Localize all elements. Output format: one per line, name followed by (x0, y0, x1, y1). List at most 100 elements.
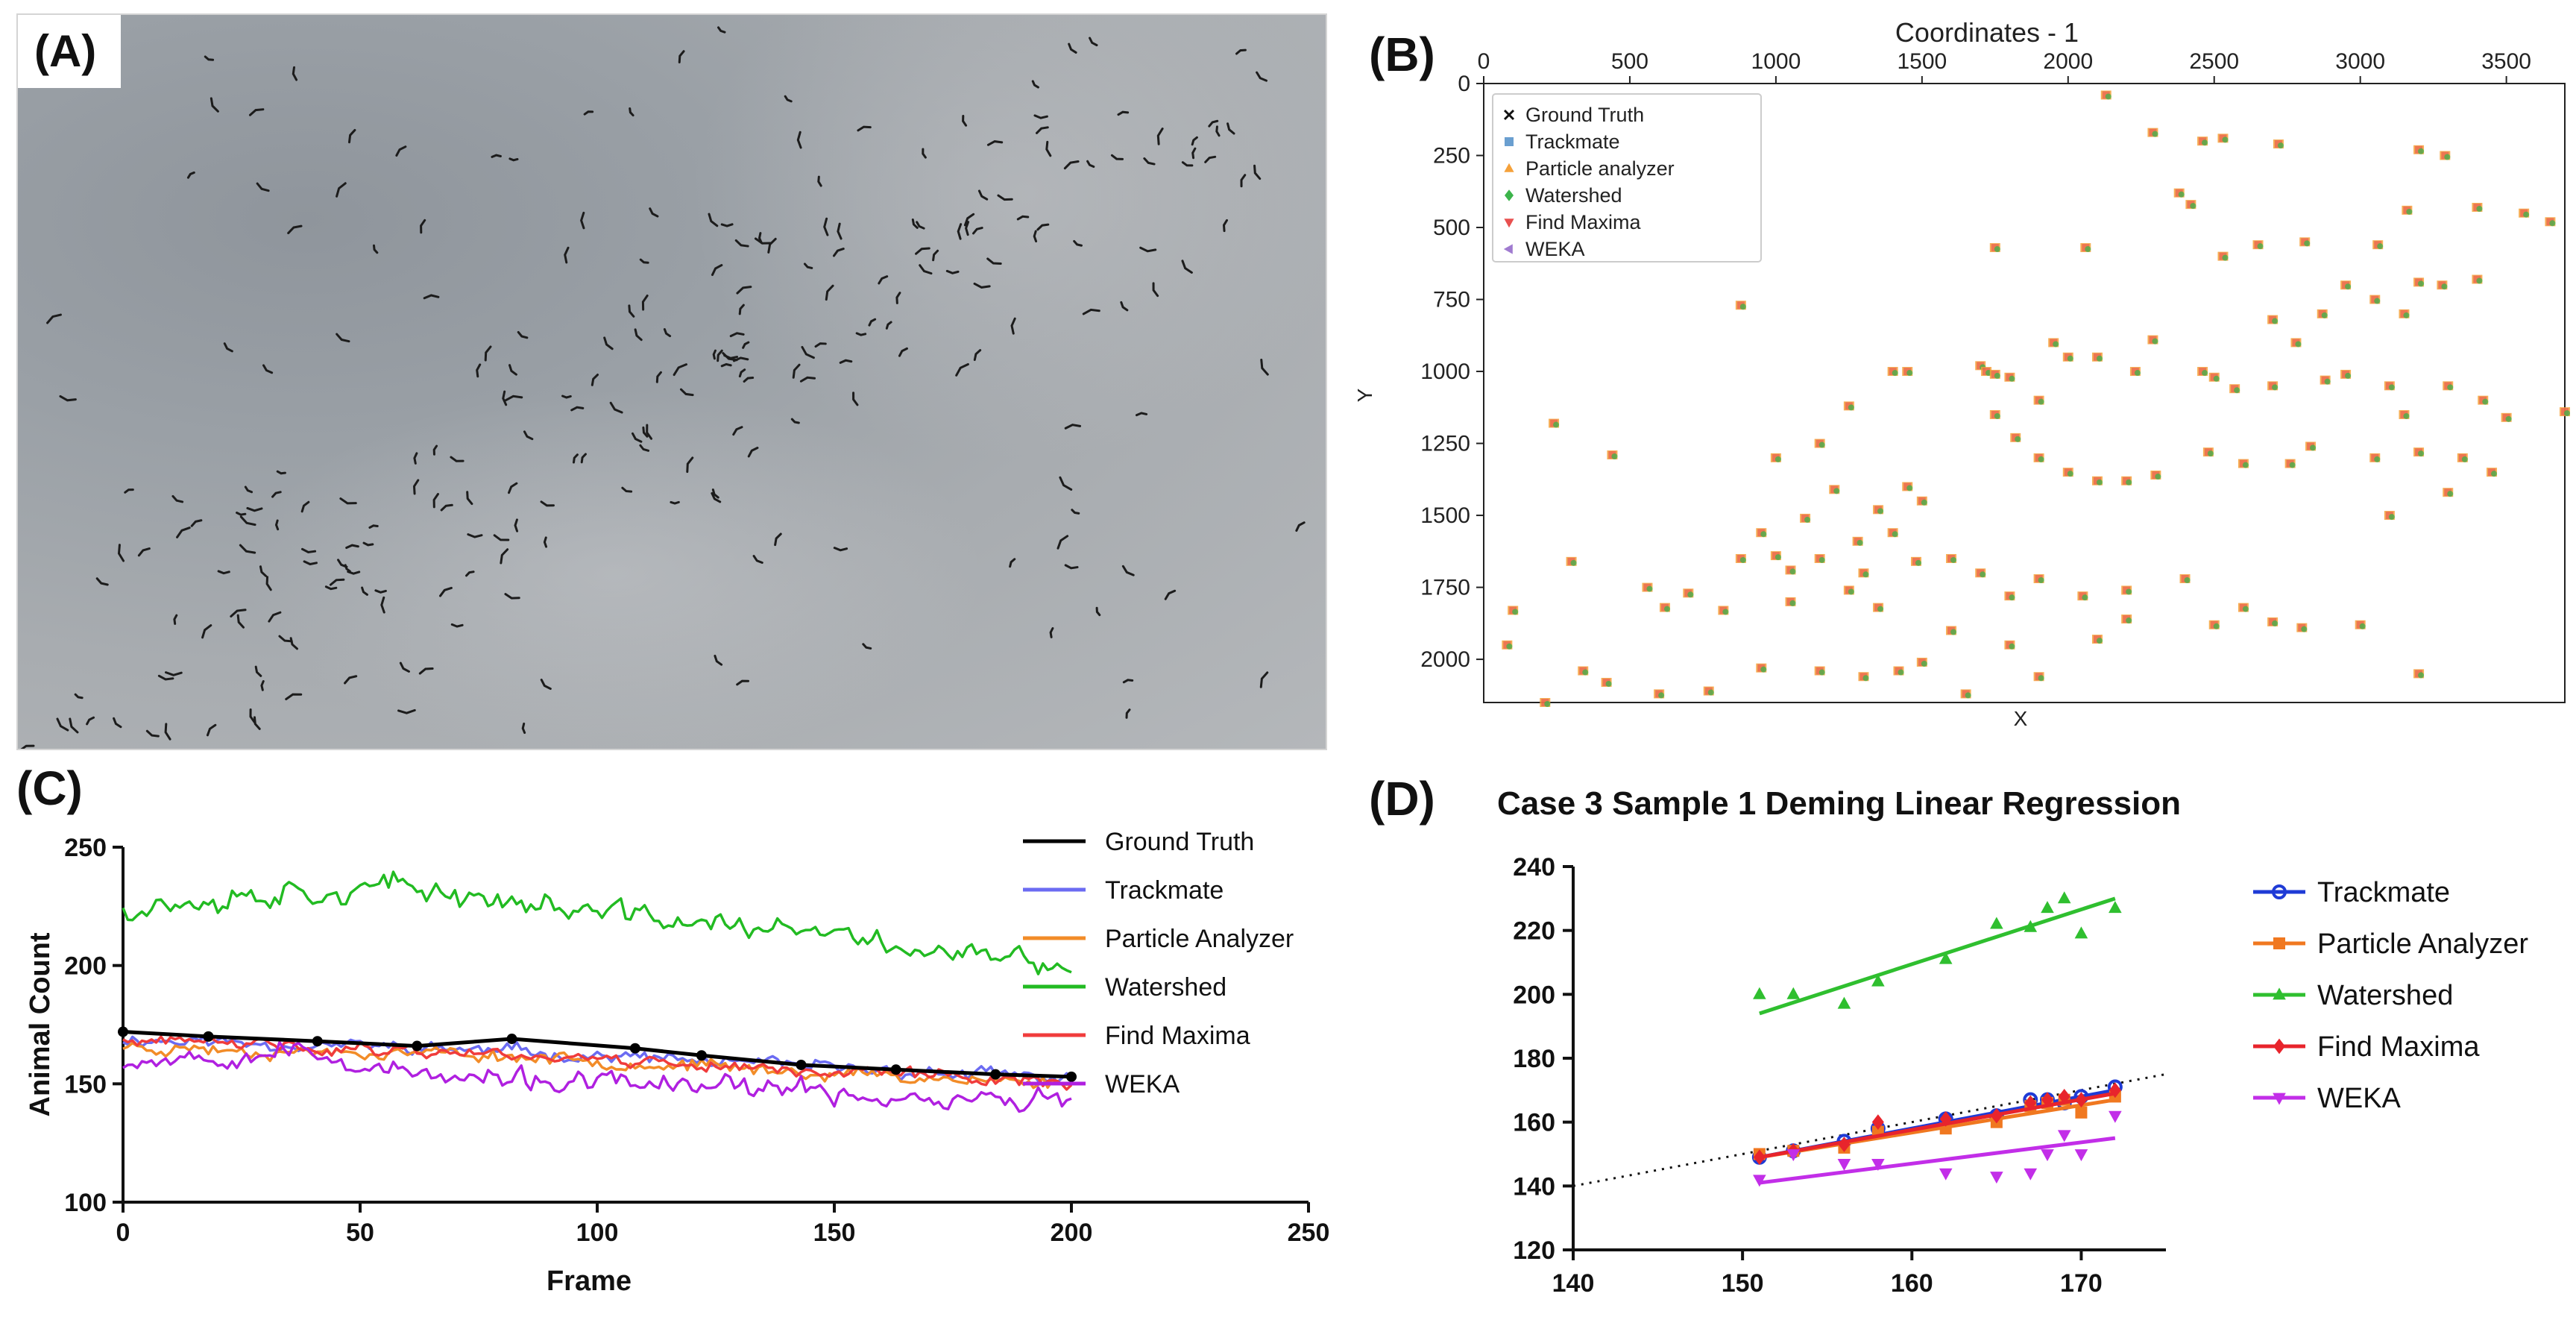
point-marker-watershed (1892, 531, 1898, 538)
bird-wing (1110, 154, 1124, 160)
panel-c-label: (C) (16, 761, 83, 815)
bird-wing (655, 371, 662, 383)
bird (248, 108, 265, 116)
point-marker-watershed (1848, 404, 1854, 411)
panel-a-label-box: (A) (18, 15, 121, 88)
bird-wing (450, 623, 464, 628)
bird-wing (1222, 219, 1228, 233)
bird (977, 189, 989, 201)
bird (1009, 558, 1016, 568)
bird-wing (803, 263, 813, 269)
bird (732, 426, 743, 436)
bird (345, 544, 359, 550)
legend-box (1492, 93, 1762, 263)
data-point (1990, 1172, 2003, 1184)
data-point (2057, 1130, 2071, 1142)
bird-wing (397, 708, 416, 714)
bird (329, 578, 345, 586)
bird-wing (986, 140, 1004, 146)
bird (919, 264, 933, 275)
bird (236, 614, 245, 629)
bird (629, 107, 634, 117)
bird (56, 717, 69, 732)
bird (712, 349, 717, 360)
chart-c-animal-count: 0 50 100 150 200 250 100 150 200 250 Frame Animal C… (25, 828, 1329, 1297)
data-point (1785, 565, 1796, 575)
bird (117, 544, 125, 562)
data-point (2340, 369, 2352, 379)
point-marker-watershed (1760, 531, 1767, 538)
bird (1089, 37, 1098, 47)
bird-wing (973, 282, 991, 289)
point-marker-watershed (2388, 514, 2395, 521)
data-point (2340, 280, 2352, 290)
bird-wing (957, 223, 963, 240)
bird (670, 500, 680, 505)
bird-wing (792, 363, 801, 379)
data-point (1654, 689, 1665, 699)
bird (1164, 589, 1177, 600)
point-marker-watershed (1663, 606, 1670, 612)
data-point (1578, 666, 1589, 676)
bird-wing (1181, 260, 1193, 274)
ground-truth-point (990, 1069, 1001, 1080)
legend-label: Find Maxima (1525, 211, 1642, 233)
bird (1208, 119, 1219, 128)
data-point (1800, 513, 1811, 523)
bird-wing (336, 182, 347, 198)
data-point (2413, 277, 2425, 287)
data-point (1683, 588, 1694, 598)
data-point (2217, 133, 2229, 143)
data-point (1946, 553, 1957, 563)
data-point (2057, 891, 2071, 904)
bird (412, 479, 420, 495)
data-point (1786, 987, 1801, 999)
data-point (2384, 511, 2395, 521)
data-point (2004, 372, 2015, 382)
bird (399, 661, 410, 673)
bird-wing (736, 679, 750, 686)
point-marker-watershed (2067, 355, 2073, 362)
data-point (2320, 375, 2331, 385)
ground-truth-point (312, 1036, 323, 1047)
bird (1135, 412, 1148, 417)
bird-wing (814, 342, 827, 348)
bird (1222, 219, 1228, 233)
bird (268, 611, 282, 623)
data-point (2024, 1095, 2037, 1111)
bird (374, 589, 387, 594)
bird-wing (117, 544, 125, 562)
data-point (2173, 188, 2185, 198)
bird (1125, 708, 1131, 719)
bird (1152, 282, 1159, 298)
legend-marker (2273, 987, 2286, 1000)
panel-a-photo: (A) (16, 13, 1327, 750)
bird (337, 559, 348, 568)
bird (973, 282, 991, 289)
bird (799, 376, 816, 383)
bird-wing (708, 213, 719, 227)
bird (817, 175, 822, 187)
bird-wing (852, 392, 859, 406)
bird-wing (95, 577, 109, 586)
bird-wing (1063, 160, 1080, 170)
data-point (1916, 496, 1927, 506)
bird-wing (711, 491, 722, 503)
bird (957, 223, 963, 240)
data-point (1502, 640, 1513, 650)
bird-wing (767, 237, 777, 254)
point-marker-watershed (1760, 666, 1767, 673)
bird-wing (206, 723, 217, 737)
cloud-highlight (689, 15, 1326, 462)
data-point (1873, 603, 1884, 612)
bird-wing (514, 518, 519, 532)
point-marker-watershed (2321, 312, 2328, 318)
bird-wing (440, 503, 453, 512)
bird (217, 570, 230, 575)
data-point (2147, 335, 2158, 345)
bird-wing (1033, 230, 1038, 243)
bird-wing (1156, 128, 1164, 145)
bird (1033, 230, 1038, 243)
point-marker-watershed (2374, 456, 2381, 462)
ground-truth-point (796, 1059, 807, 1070)
